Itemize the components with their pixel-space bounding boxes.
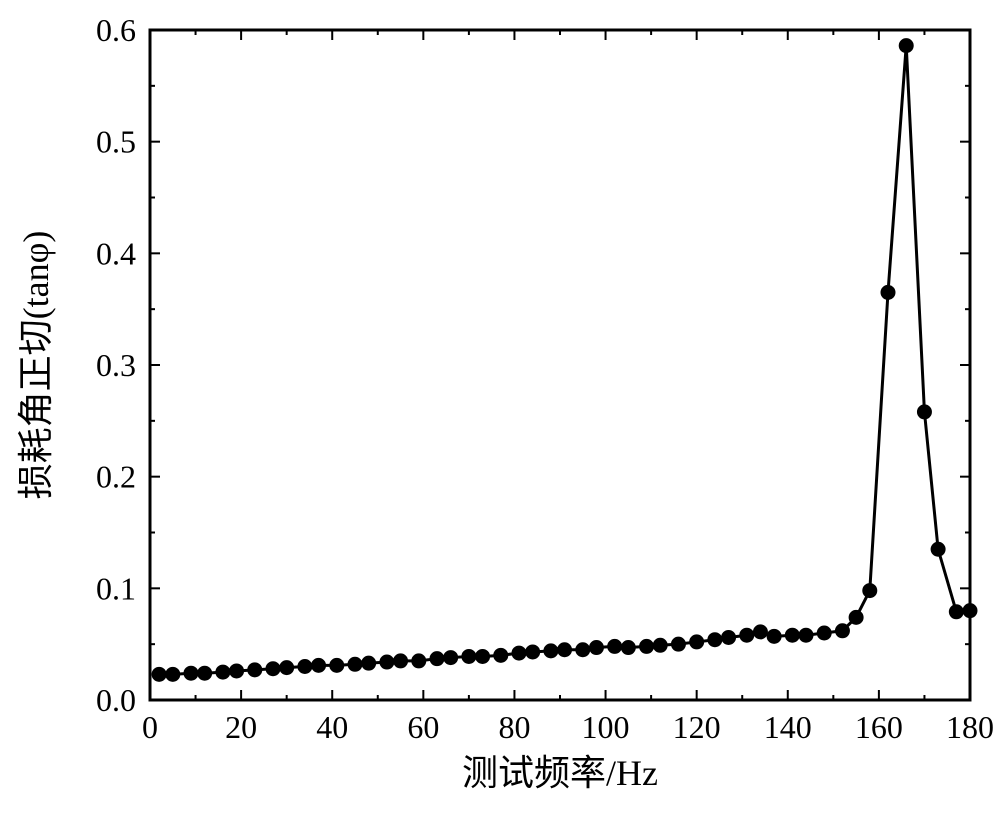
data-marker xyxy=(621,641,635,655)
y-tick-label: 0.0 xyxy=(96,682,136,718)
y-axis-label: 损耗角正切(tanφ) xyxy=(16,231,56,500)
data-marker xyxy=(817,626,831,640)
data-marker xyxy=(849,610,863,624)
data-marker xyxy=(722,630,736,644)
data-marker xyxy=(589,641,603,655)
line-chart: 0 20 40 60 80 100 120 140 160 180 0.0 0.1 0.2 0.3 0.4 0… xyxy=(0,0,1000,818)
data-marker xyxy=(863,584,877,598)
data-marker xyxy=(690,635,704,649)
data-marker xyxy=(184,666,198,680)
data-marker xyxy=(963,604,977,618)
data-marker xyxy=(558,643,572,657)
data-marker xyxy=(412,654,426,668)
data-marker xyxy=(394,654,408,668)
data-marker xyxy=(348,657,362,671)
x-tick-label: 180 xyxy=(946,709,994,745)
data-marker xyxy=(835,624,849,638)
data-marker xyxy=(312,658,326,672)
data-marker xyxy=(494,648,508,662)
data-marker xyxy=(380,655,394,669)
x-tick-label: 140 xyxy=(764,709,812,745)
y-tick-label: 0.5 xyxy=(96,124,136,160)
y-tick-label: 0.4 xyxy=(96,235,136,271)
data-marker xyxy=(608,639,622,653)
data-marker xyxy=(671,637,685,651)
data-marker xyxy=(298,660,312,674)
data-marker xyxy=(881,285,895,299)
y-tick-label: 0.6 xyxy=(96,12,136,48)
data-marker xyxy=(785,628,799,642)
data-marker xyxy=(512,646,526,660)
data-marker xyxy=(266,662,280,676)
data-marker xyxy=(430,652,444,666)
data-marker xyxy=(330,658,344,672)
data-marker xyxy=(198,666,212,680)
x-tick-label: 120 xyxy=(673,709,721,745)
x-tick-label: 160 xyxy=(855,709,903,745)
y-tick-label: 0.1 xyxy=(96,570,136,606)
data-marker xyxy=(152,667,166,681)
data-marker xyxy=(767,629,781,643)
x-axis-label: 测试频率/Hz xyxy=(462,753,658,793)
data-marker xyxy=(899,39,913,53)
data-marker xyxy=(708,633,722,647)
data-marker xyxy=(640,639,654,653)
data-marker xyxy=(576,643,590,657)
x-tick-label: 80 xyxy=(498,709,530,745)
data-marker xyxy=(462,649,476,663)
data-marker xyxy=(216,665,230,679)
x-tick-label: 0 xyxy=(142,709,158,745)
x-tick-label: 20 xyxy=(225,709,257,745)
y-tick-label: 0.2 xyxy=(96,459,136,495)
x-tick-label: 60 xyxy=(407,709,439,745)
data-marker xyxy=(740,628,754,642)
chart-container: 0 20 40 60 80 100 120 140 160 180 0.0 0.1 0.2 0.3 0.4 0… xyxy=(0,0,1000,818)
data-marker xyxy=(444,651,458,665)
data-marker xyxy=(799,628,813,642)
data-marker xyxy=(949,605,963,619)
x-tick-label: 100 xyxy=(582,709,630,745)
data-marker xyxy=(931,542,945,556)
data-marker xyxy=(544,644,558,658)
data-marker xyxy=(476,649,490,663)
data-marker xyxy=(280,661,294,675)
data-marker xyxy=(526,645,540,659)
x-tick-label: 40 xyxy=(316,709,348,745)
y-tick-label: 0.3 xyxy=(96,347,136,383)
data-marker xyxy=(166,667,180,681)
data-marker xyxy=(917,405,931,419)
data-marker xyxy=(362,656,376,670)
data-marker xyxy=(753,625,767,639)
data-marker xyxy=(248,663,262,677)
data-marker xyxy=(653,638,667,652)
data-marker xyxy=(230,664,244,678)
